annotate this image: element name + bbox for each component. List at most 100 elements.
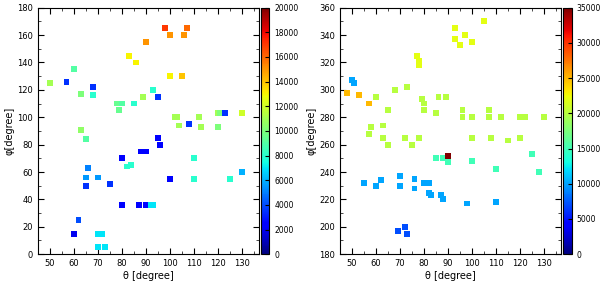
Point — [364, 131, 374, 136]
Point — [436, 193, 446, 198]
Point — [148, 87, 158, 92]
Point — [189, 177, 199, 181]
Point — [410, 177, 419, 181]
Point — [175, 123, 184, 128]
Point — [350, 81, 359, 85]
Point — [434, 94, 444, 99]
Point — [177, 74, 187, 78]
Point — [455, 42, 465, 47]
Point — [407, 142, 417, 147]
Point — [237, 111, 247, 115]
Point — [141, 40, 151, 44]
Point — [431, 111, 441, 115]
Point — [355, 93, 364, 97]
Point — [148, 203, 158, 207]
Point — [450, 37, 460, 41]
Point — [443, 153, 453, 158]
Point — [165, 177, 175, 181]
Point — [93, 245, 102, 250]
Point — [117, 156, 127, 161]
Point — [74, 218, 84, 222]
Point — [378, 123, 388, 128]
Point — [155, 142, 165, 147]
Point — [415, 63, 424, 68]
Point — [504, 138, 513, 143]
Point — [427, 193, 436, 198]
Point — [443, 160, 453, 165]
Point — [117, 101, 127, 106]
Point — [450, 26, 460, 30]
Point — [88, 85, 98, 89]
Point — [179, 33, 189, 37]
Point — [213, 111, 223, 115]
Point — [81, 137, 90, 141]
Point — [395, 184, 405, 188]
Point — [160, 26, 170, 30]
Point — [487, 135, 496, 140]
Point — [458, 115, 467, 119]
Point — [105, 182, 115, 187]
Point — [424, 190, 434, 195]
Point — [215, 111, 225, 115]
Y-axis label: φ[degree]: φ[degree] — [307, 107, 316, 155]
Point — [527, 152, 537, 156]
Point — [431, 156, 441, 161]
Point — [127, 163, 136, 168]
Point — [69, 231, 79, 236]
Point — [417, 97, 427, 102]
Point — [172, 115, 182, 119]
Point — [371, 94, 381, 99]
X-axis label: θ [degree]: θ [degree] — [123, 271, 173, 281]
Point — [81, 184, 90, 188]
Point — [165, 33, 175, 37]
Point — [419, 101, 429, 106]
Point — [220, 111, 230, 115]
Point — [400, 135, 410, 140]
Point — [491, 200, 501, 204]
Point — [153, 94, 162, 99]
Point — [194, 115, 204, 119]
Point — [153, 135, 162, 140]
Point — [93, 175, 102, 180]
Point — [534, 170, 544, 174]
Point — [115, 108, 124, 113]
Point — [383, 142, 393, 147]
Point — [415, 59, 424, 63]
Point — [189, 156, 199, 161]
Point — [439, 156, 448, 161]
Point — [237, 170, 247, 174]
Point — [124, 53, 134, 58]
Point — [342, 90, 352, 95]
Point — [122, 164, 132, 169]
Point — [225, 177, 235, 181]
Point — [141, 149, 151, 154]
Point — [412, 53, 422, 58]
Point — [515, 115, 525, 119]
Point — [400, 225, 410, 229]
Point — [491, 167, 501, 172]
Point — [402, 85, 412, 89]
Point — [359, 181, 369, 185]
Point — [378, 135, 388, 140]
Point — [117, 203, 127, 207]
Point — [402, 231, 412, 236]
Point — [467, 159, 477, 163]
Point — [390, 87, 400, 92]
Point — [419, 181, 429, 185]
Point — [98, 231, 107, 236]
Point — [112, 101, 122, 106]
Point — [83, 166, 93, 170]
Point — [170, 115, 179, 119]
Point — [165, 74, 175, 78]
Point — [129, 101, 139, 106]
Point — [184, 122, 194, 126]
Point — [146, 203, 156, 207]
Point — [196, 125, 206, 129]
Point — [415, 135, 424, 140]
Point — [81, 175, 90, 180]
Point — [347, 78, 357, 83]
Point — [376, 178, 385, 182]
Point — [424, 181, 434, 185]
Point — [467, 135, 477, 140]
Point — [484, 108, 494, 113]
